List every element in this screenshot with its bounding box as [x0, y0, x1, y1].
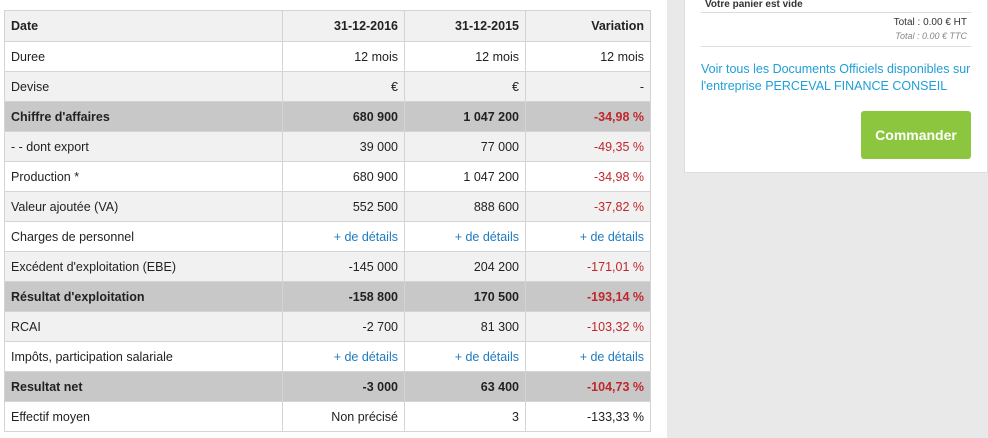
value-2015: 204 200 — [404, 251, 526, 282]
details-link[interactable]: + de détails — [282, 221, 405, 252]
value-2015: 12 mois — [404, 41, 526, 72]
financial-table: Date 31-12-2016 31-12-2015 Variation Dur… — [4, 10, 651, 432]
value-variation: -34,98 % — [525, 161, 651, 192]
cart-empty-text: Votre panier est vide — [705, 0, 803, 10]
row-label: - - dont export — [4, 131, 283, 162]
value-2016: € — [282, 71, 405, 102]
table-body: Duree 12 mois 12 mois 12 mois Devise € € - Chiff… — [4, 41, 651, 432]
value-2016: 12 mois — [282, 41, 405, 72]
cart-panel: Votre panier est vide Total : 0.00 € HT … — [684, 0, 988, 173]
value-2016: 680 900 — [282, 161, 405, 192]
value-variation: -34,98 % — [525, 101, 651, 132]
value-2015: 81 300 — [404, 311, 526, 342]
details-link[interactable]: + de détails — [525, 221, 651, 252]
value-2016: 39 000 — [282, 131, 405, 162]
value-2015: 170 500 — [404, 281, 526, 312]
details-link[interactable]: + de détails — [404, 341, 526, 372]
row-label: Résultat d'exploitation — [4, 281, 283, 312]
value-2016: -3 000 — [282, 371, 405, 402]
table-row: Résultat d'exploitation -158 800 170 500 -1… — [4, 281, 651, 312]
value-2015: 1 047 200 — [404, 161, 526, 192]
table-row: Effectif moyen Non précisé 3 -133,33 % — [4, 401, 651, 432]
table-row: Devise € € - — [4, 71, 651, 102]
value-2015: € — [404, 71, 526, 102]
row-label: RCAI — [4, 311, 283, 342]
order-button[interactable]: Commander — [861, 111, 971, 159]
table-row: RCAI -2 700 81 300 -103,32 % — [4, 311, 651, 342]
value-2016: -158 800 — [282, 281, 405, 312]
row-label: Excédent d'exploitation (EBE) — [4, 251, 283, 282]
value-2015: 3 — [404, 401, 526, 432]
value-variation: -49,35 % — [525, 131, 651, 162]
value-2016: -2 700 — [282, 311, 405, 342]
value-2016: 552 500 — [282, 191, 405, 222]
header-2015: 31-12-2015 — [404, 10, 526, 42]
cart-divider — [701, 12, 971, 13]
header-variation: Variation — [525, 10, 651, 42]
table-row: Valeur ajoutée (VA) 552 500 888 600 -37,82 … — [4, 191, 651, 222]
details-link[interactable]: + de détails — [282, 341, 405, 372]
table-row: Duree 12 mois 12 mois 12 mois — [4, 41, 651, 72]
value-variation: -171,01 % — [525, 251, 651, 282]
table-row: - - dont export 39 000 77 000 -49,35 % — [4, 131, 651, 162]
row-label: Resultat net — [4, 371, 283, 402]
value-2015: 77 000 — [404, 131, 526, 162]
row-label: Production * — [4, 161, 283, 192]
header-date: Date — [4, 10, 283, 42]
value-variation: -133,33 % — [525, 401, 651, 432]
table-header-row: Date 31-12-2016 31-12-2015 Variation — [4, 10, 651, 42]
value-variation: -193,14 % — [525, 281, 651, 312]
value-2016: Non précisé — [282, 401, 405, 432]
value-variation: -103,32 % — [525, 311, 651, 342]
value-variation: -104,73 % — [525, 371, 651, 402]
row-label: Impôts, participation salariale — [4, 341, 283, 372]
value-2015: 888 600 — [404, 191, 526, 222]
header-2016: 31-12-2016 — [282, 10, 405, 42]
value-variation: 12 mois — [525, 41, 651, 72]
row-label: Valeur ajoutée (VA) — [4, 191, 283, 222]
table-row: Production * 680 900 1 047 200 -34,98 % — [4, 161, 651, 192]
row-label: Effectif moyen — [4, 401, 283, 432]
value-variation: - — [525, 71, 651, 102]
value-variation: -37,82 % — [525, 191, 651, 222]
value-2015: 1 047 200 — [404, 101, 526, 132]
value-2015: 63 400 — [404, 371, 526, 402]
row-label: Charges de personnel — [4, 221, 283, 252]
value-2016: 680 900 — [282, 101, 405, 132]
cart-total-ttc: Total : 0.00 € TTC — [895, 31, 967, 41]
table-row: Chiffre d'affaires 680 900 1 047 200 -34,98… — [4, 101, 651, 132]
table-row: Impôts, participation salariale + de déta… — [4, 341, 651, 372]
financial-panel: Date 31-12-2016 31-12-2015 Variation Dur… — [4, 10, 651, 432]
row-label: Duree — [4, 41, 283, 72]
official-documents-link[interactable]: Voir tous les Documents Officiels dispon… — [701, 62, 971, 93]
details-link[interactable]: + de détails — [525, 341, 651, 372]
table-row: Resultat net -3 000 63 400 -104,73 % — [4, 371, 651, 402]
value-2016: -145 000 — [282, 251, 405, 282]
row-label: Chiffre d'affaires — [4, 101, 283, 132]
details-link[interactable]: + de détails — [404, 221, 526, 252]
table-row: Excédent d'exploitation (EBE) -145 000 204… — [4, 251, 651, 282]
cart-total-ht: Total : 0.00 € HT — [893, 17, 967, 28]
cart-divider-bottom — [701, 46, 971, 47]
row-label: Devise — [4, 71, 283, 102]
table-row: Charges de personnel + de détails + de dét… — [4, 221, 651, 252]
